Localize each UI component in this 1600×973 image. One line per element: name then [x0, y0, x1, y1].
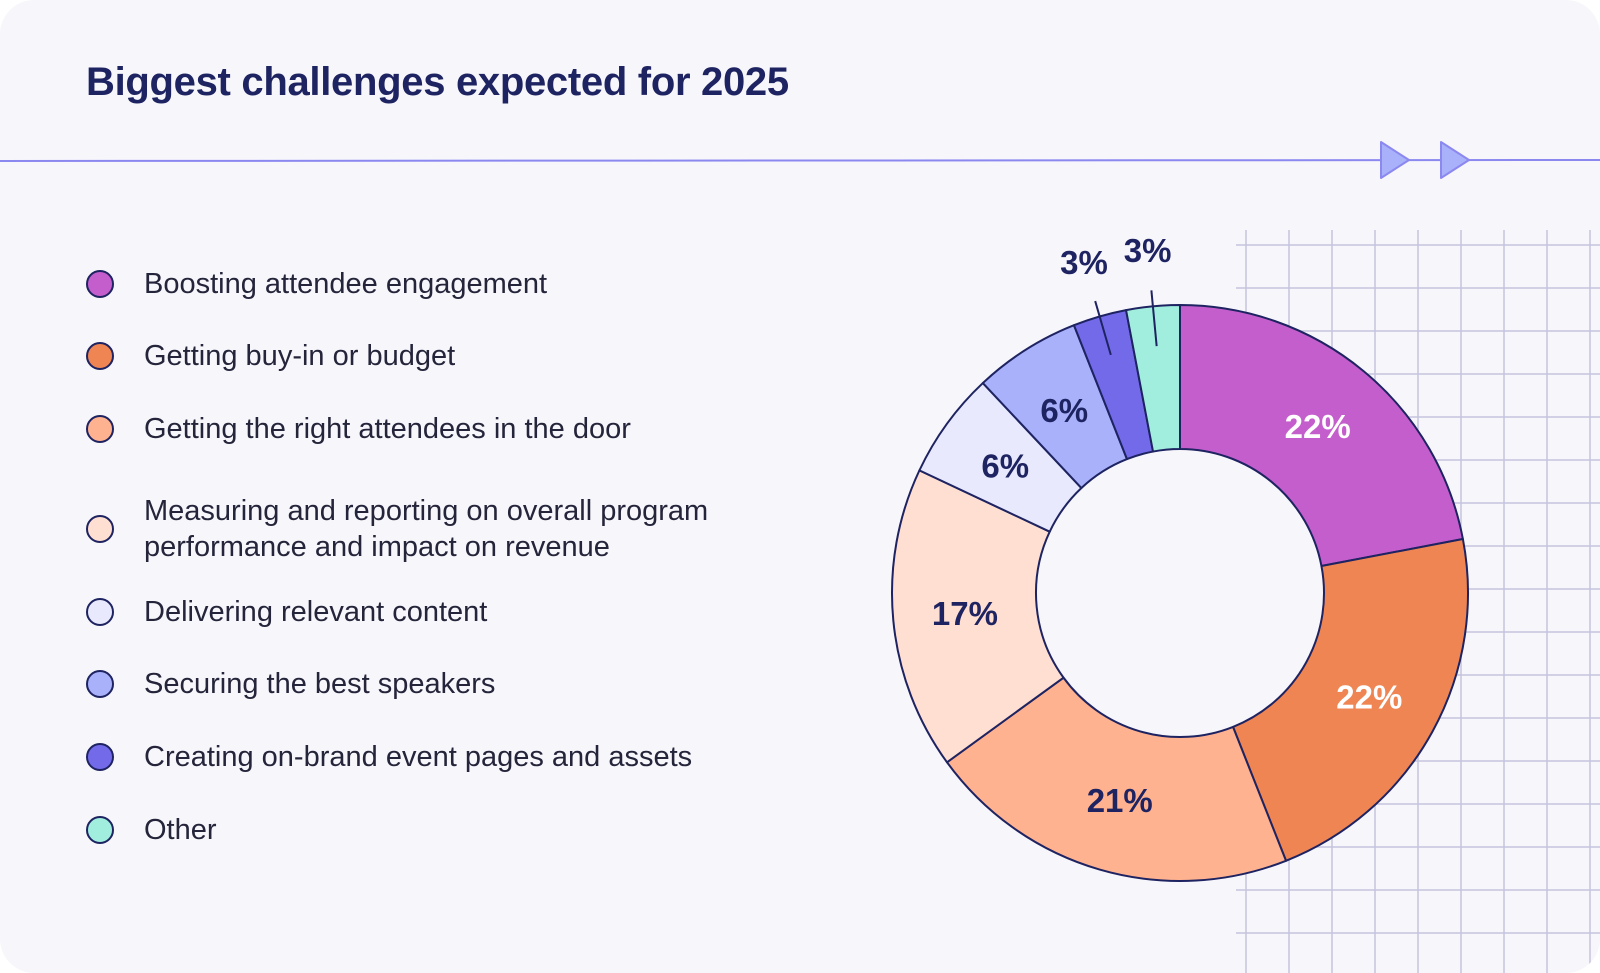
- legend-item: Securing the best speakers: [86, 666, 495, 702]
- slice-value-label: 21%: [1087, 782, 1153, 819]
- legend-swatch: [86, 515, 114, 543]
- play-arrow-icon: [1440, 141, 1470, 179]
- slice-value-label: 22%: [1285, 408, 1351, 445]
- legend-item: Delivering relevant content: [86, 594, 487, 630]
- slice-value-label: 6%: [1040, 392, 1088, 429]
- donut-hole: [1036, 449, 1324, 737]
- legend-label: Securing the best speakers: [144, 668, 496, 700]
- legend-label: Other: [144, 814, 217, 846]
- legend-swatch: [86, 415, 114, 443]
- legend-swatch: [86, 342, 114, 370]
- legend-label: Boosting attendee engagement: [144, 268, 548, 300]
- legend-swatch: [86, 743, 114, 771]
- donut-slice: [1179, 304, 1464, 568]
- donut-chart: 22% 22% 21% 17% 6% 6% 3% 3%: [891, 232, 1469, 882]
- donut-slice: [1232, 538, 1469, 862]
- legend-label: Delivering relevant content: [144, 596, 488, 628]
- divider-line: [0, 159, 1600, 162]
- donut-slice: [1125, 304, 1181, 453]
- legend-item: Getting buy-in or budget: [86, 338, 455, 374]
- legend-swatch: [86, 270, 114, 298]
- donut-slice: [891, 469, 1065, 764]
- label-leader-line: [1094, 300, 1112, 356]
- legend-item: Measuring and reporting on overall progr…: [86, 493, 726, 565]
- slice-value-label: 6%: [981, 448, 1029, 485]
- slice-value-label: 17%: [932, 595, 998, 632]
- legend-item: Getting the right attendees in the door: [86, 411, 631, 447]
- legend-item: Boosting attendee engagement: [86, 266, 547, 302]
- slice-value-label: 3%: [1124, 232, 1172, 269]
- legend-label: Getting the right attendees in the door: [144, 413, 631, 445]
- slice-value-label: 3%: [1060, 244, 1108, 281]
- legend-swatch: [86, 816, 114, 844]
- slice-value-label: 22%: [1336, 679, 1402, 716]
- legend-label: Creating on-brand event pages and assets: [144, 741, 693, 773]
- legend-swatch: [86, 670, 114, 698]
- legend-label: Measuring and reporting on overall progr…: [144, 495, 709, 563]
- play-arrow-icon: [1380, 141, 1410, 179]
- legend-item: Creating on-brand event pages and assets: [86, 739, 692, 775]
- legend-swatch: [86, 598, 114, 626]
- legend-item: Other: [86, 812, 217, 848]
- donut-slice: [946, 676, 1288, 882]
- legend-label: Getting buy-in or budget: [144, 340, 456, 372]
- label-leader-line: [1150, 290, 1158, 347]
- chart-title: Biggest challenges expected for 2025: [86, 60, 789, 104]
- title-divider: [0, 141, 1600, 179]
